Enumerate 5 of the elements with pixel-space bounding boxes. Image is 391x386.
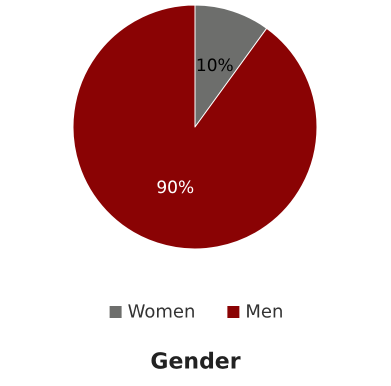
legend-label: Women	[128, 302, 196, 322]
data-label: 90%	[156, 178, 194, 198]
legend-label: Men	[245, 302, 284, 322]
text: Gender	[150, 350, 241, 374]
data-label: 10%	[196, 56, 234, 76]
